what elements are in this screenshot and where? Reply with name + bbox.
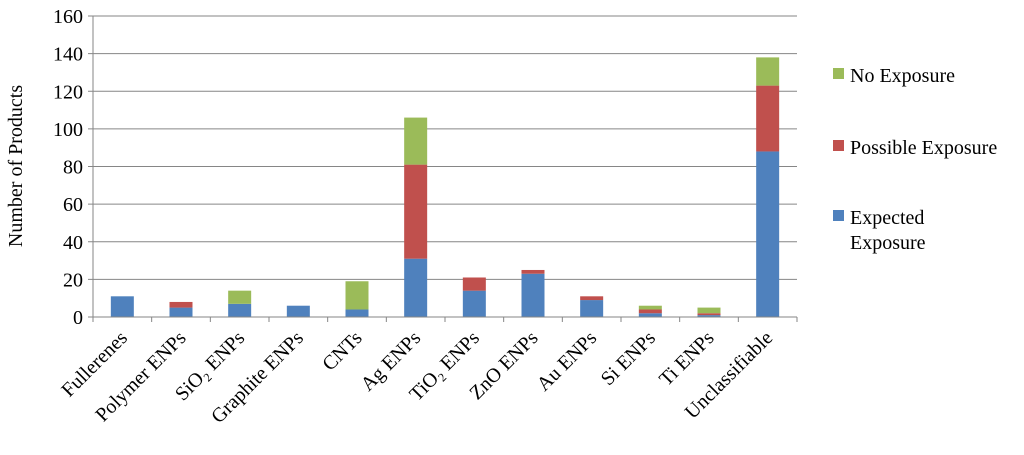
legend-swatch (833, 140, 844, 151)
legend-label: Possible Exposure (850, 137, 997, 159)
y-axis-title: Number of Products (5, 85, 27, 247)
y-tick-label: 160 (53, 6, 83, 28)
bar-segment-possible-exposure (404, 164, 428, 259)
bar-segment-expected-exposure (286, 305, 310, 317)
bar-segment-no-exposure (345, 281, 369, 310)
legend: No Exposure Possible Exposure Expected Expo… (833, 65, 997, 254)
bar-segment-no-exposure (756, 57, 780, 86)
bar-segment-possible-exposure (521, 269, 545, 274)
y-tick-label: 60 (63, 194, 83, 216)
bar-segment-expected-exposure (228, 303, 252, 317)
legend-label: No Exposure (850, 65, 955, 87)
bar-segment-possible-exposure (756, 85, 780, 152)
bar-segment-expected-exposure (110, 296, 134, 317)
y-tick-label: 120 (53, 81, 83, 103)
bar-segment-possible-exposure (638, 309, 662, 314)
bar-segment-expected-exposure (462, 290, 486, 317)
bar-segment-expected-exposure (580, 300, 604, 317)
bar-segment-possible-exposure (697, 313, 721, 316)
x-tick-label: Si ENPs (597, 327, 660, 390)
bar-segment-expected-exposure (697, 315, 721, 317)
bar-segment-expected-exposure (345, 309, 369, 317)
gridlines (93, 15, 797, 280)
bar-segment-expected-exposure (404, 258, 428, 317)
bar-segment-no-exposure (404, 117, 428, 165)
bars (110, 57, 780, 317)
y-tick-label: 100 (53, 119, 83, 141)
y-tick-label: 80 (63, 157, 83, 179)
bar-segment-expected-exposure (169, 307, 193, 317)
bar-segment-expected-exposure (756, 151, 780, 317)
y-tick-label: 20 (63, 269, 83, 291)
bar-segment-expected-exposure (638, 313, 662, 317)
y-tick-labels: 0 20 40 60 80 100 120 140 160 (53, 6, 83, 329)
x-tick-label: CNTs (318, 327, 367, 376)
y-tick-label: 0 (73, 307, 83, 329)
bar-segment-possible-exposure (462, 277, 486, 291)
y-tick-label: 140 (53, 44, 83, 66)
bar-segment-expected-exposure (521, 273, 545, 317)
y-tick-label: 40 (63, 232, 83, 254)
legend-swatch (833, 210, 844, 221)
bar-segment-possible-exposure (580, 296, 604, 301)
bar-segment-no-exposure (228, 290, 252, 304)
axes (88, 15, 798, 322)
legend-label: Expected Exposure (850, 207, 926, 254)
bar-segment-no-exposure (638, 305, 662, 310)
legend-swatch (833, 68, 844, 79)
bar-segment-possible-exposure (169, 301, 193, 308)
bar-segment-no-exposure (697, 307, 721, 314)
x-tick-label: Au ENPs (533, 327, 602, 396)
